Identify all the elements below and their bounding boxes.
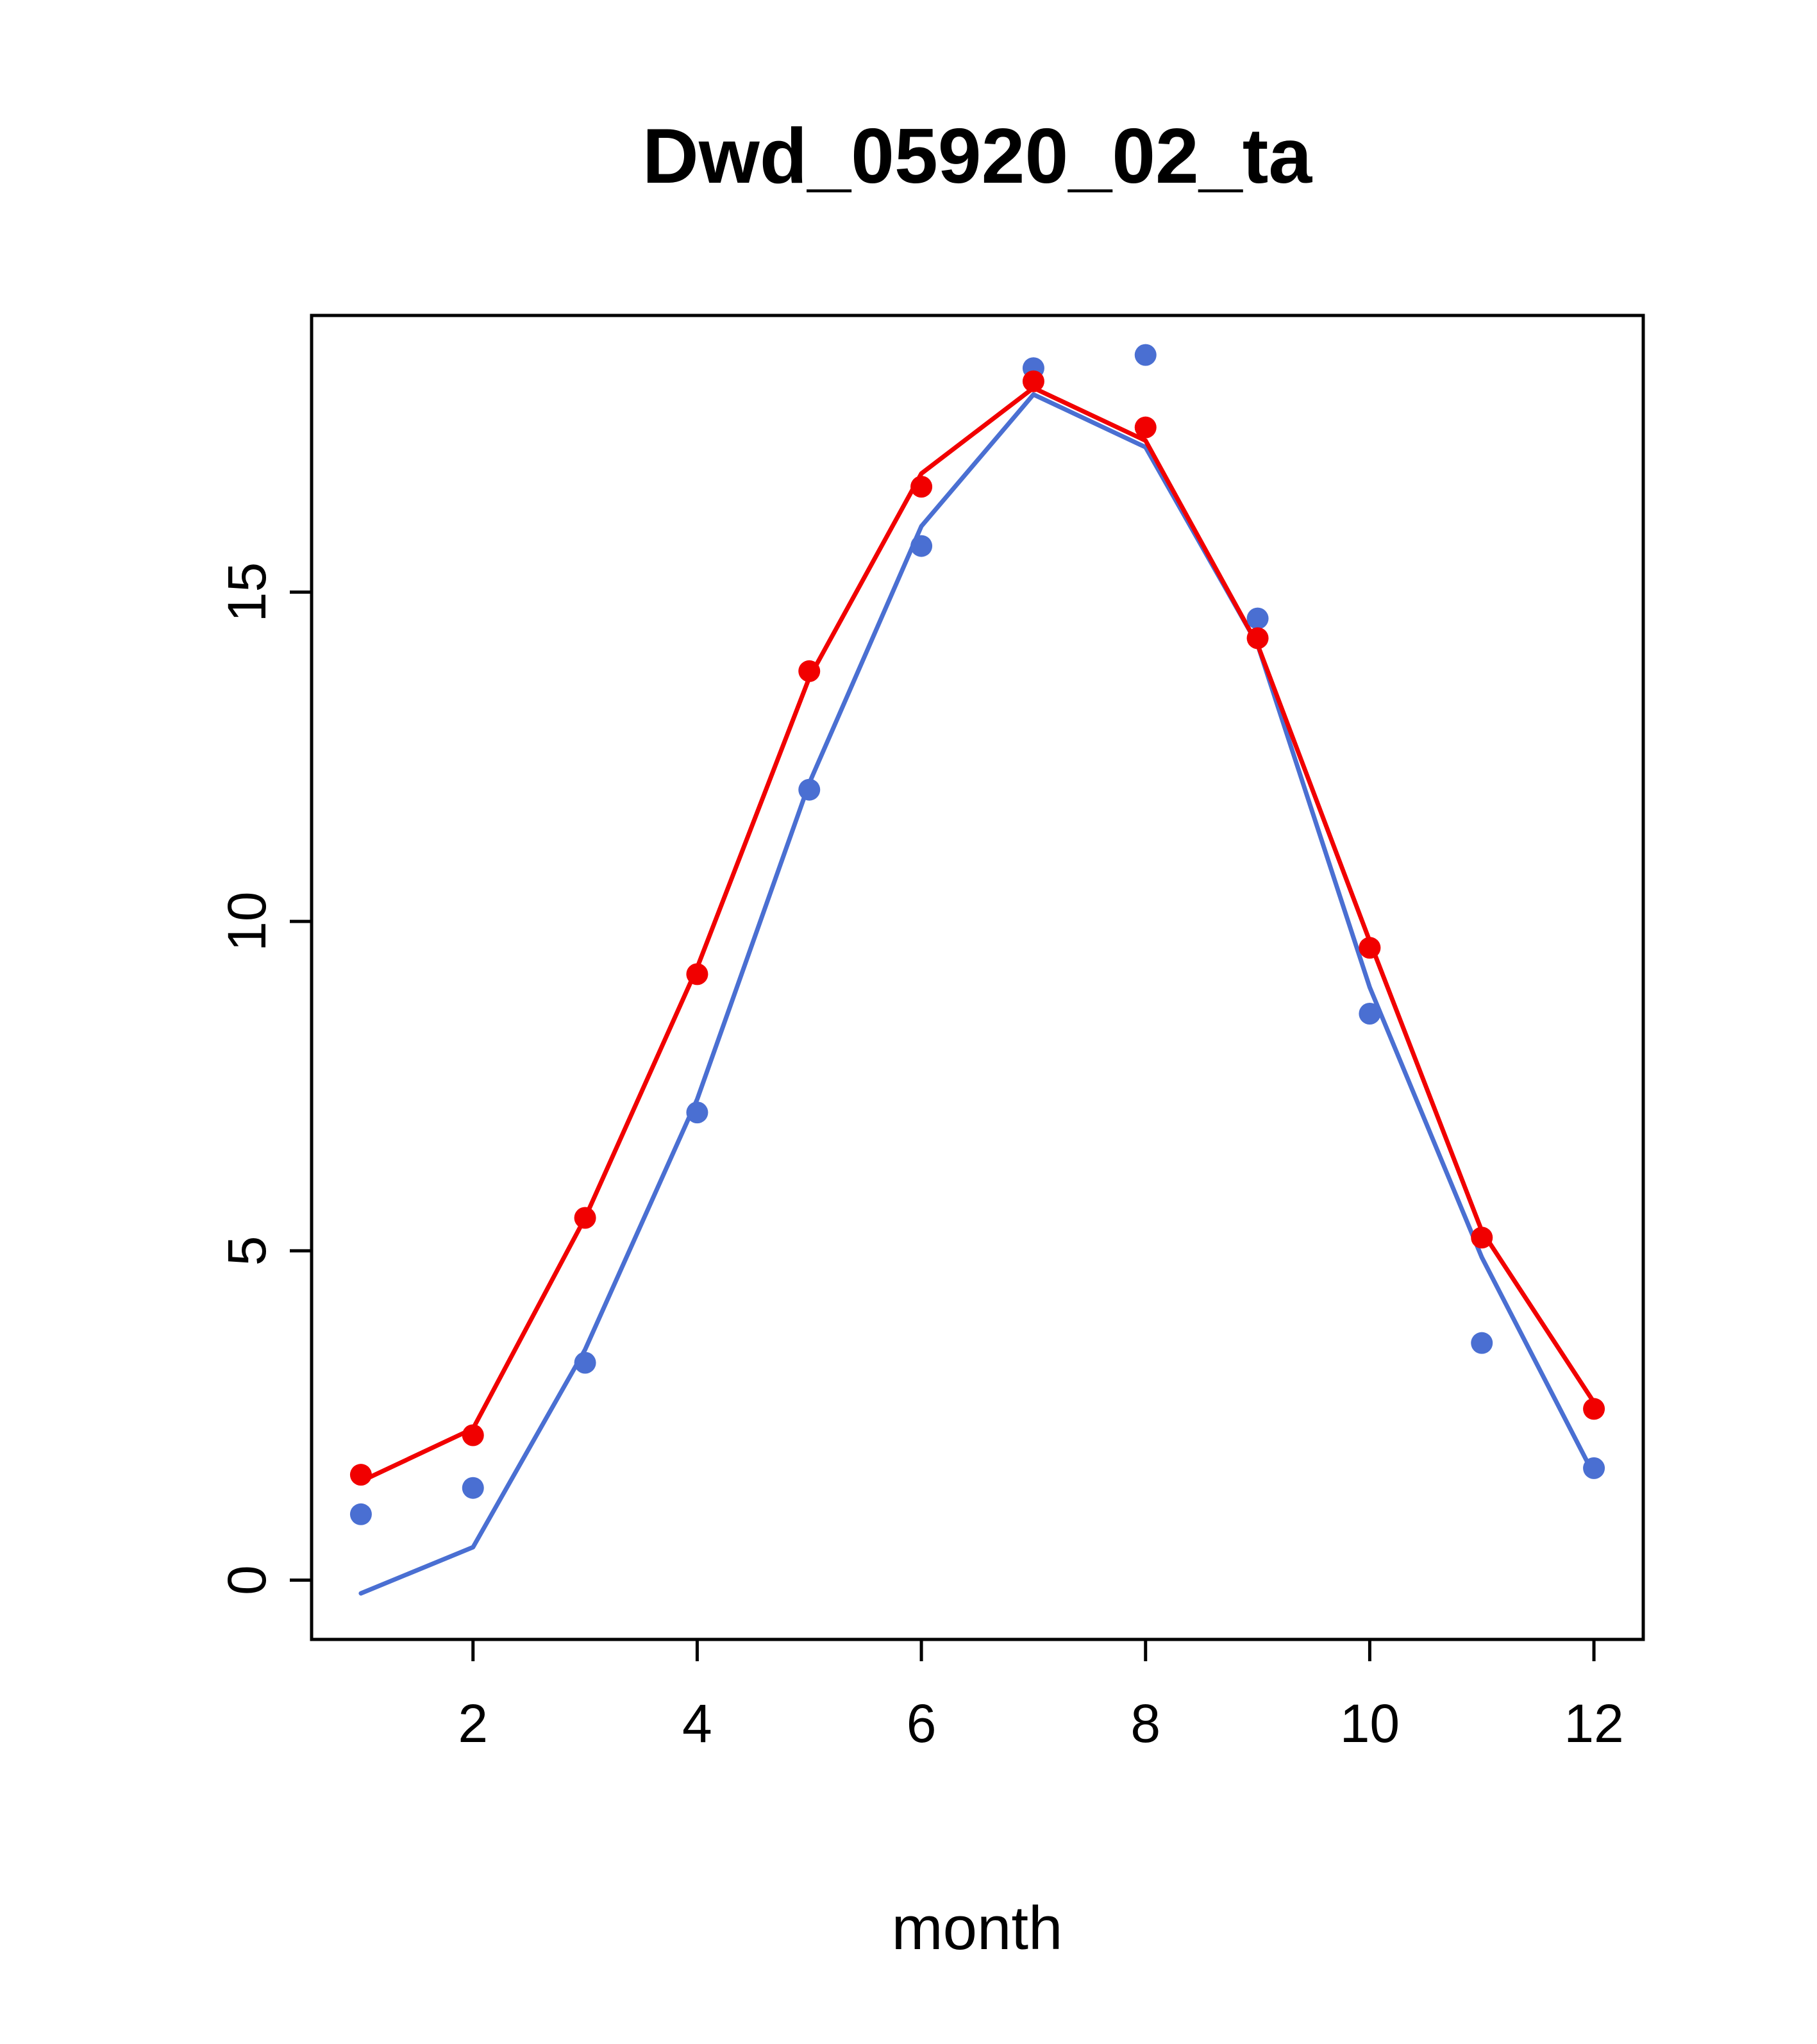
blue-points-marker [1246,607,1269,630]
red-points-marker [1471,1227,1493,1249]
red-points-marker [1134,416,1157,439]
blue-points-marker [462,1477,484,1499]
red-points-marker [1583,1398,1605,1420]
blue-fitted-line [358,392,1596,1596]
y-tick-label: 5 [217,1236,277,1266]
y-tick-label: 0 [217,1565,277,1595]
red-points-marker [1359,937,1381,959]
y-tick-label: 15 [217,562,277,622]
plot-border [310,314,1645,1641]
blue-points-marker [1359,1003,1381,1025]
red-points-marker [1022,370,1044,392]
chart-title: Dwd_05920_02_ta [642,112,1313,199]
x-tick-label: 10 [1340,1693,1400,1754]
blue-points-marker [798,778,821,801]
plot-area: 2 4 6 8 10 12 0 5 10 15 [217,314,1645,1754]
red-points-marker [349,1464,372,1486]
x-tick-label: 12 [1564,1693,1623,1754]
x-tick-label: 4 [682,1693,712,1754]
blue-points-marker [1471,1332,1493,1354]
blue-points-marker [1583,1457,1605,1479]
blue-points-marker [349,1503,372,1525]
red-points-marker [462,1424,484,1446]
red-fitted-line [358,385,1596,1484]
x-tick-label: 8 [1130,1693,1160,1754]
blue-points-marker [910,535,933,557]
blue-points-marker [1134,344,1157,366]
red-points-marker [1246,627,1269,649]
x-tick-label: 6 [907,1693,937,1754]
y-tick-label: 10 [217,891,277,951]
red-points-marker [910,476,933,498]
x-tick-label: 2 [458,1693,488,1754]
red-points-marker [798,660,821,682]
red-points-marker [686,963,708,985]
red-points-marker [574,1207,596,1229]
x-axis-label: month [892,1894,1063,1963]
blue-points-marker [686,1102,708,1124]
blue-points-marker [574,1352,596,1374]
